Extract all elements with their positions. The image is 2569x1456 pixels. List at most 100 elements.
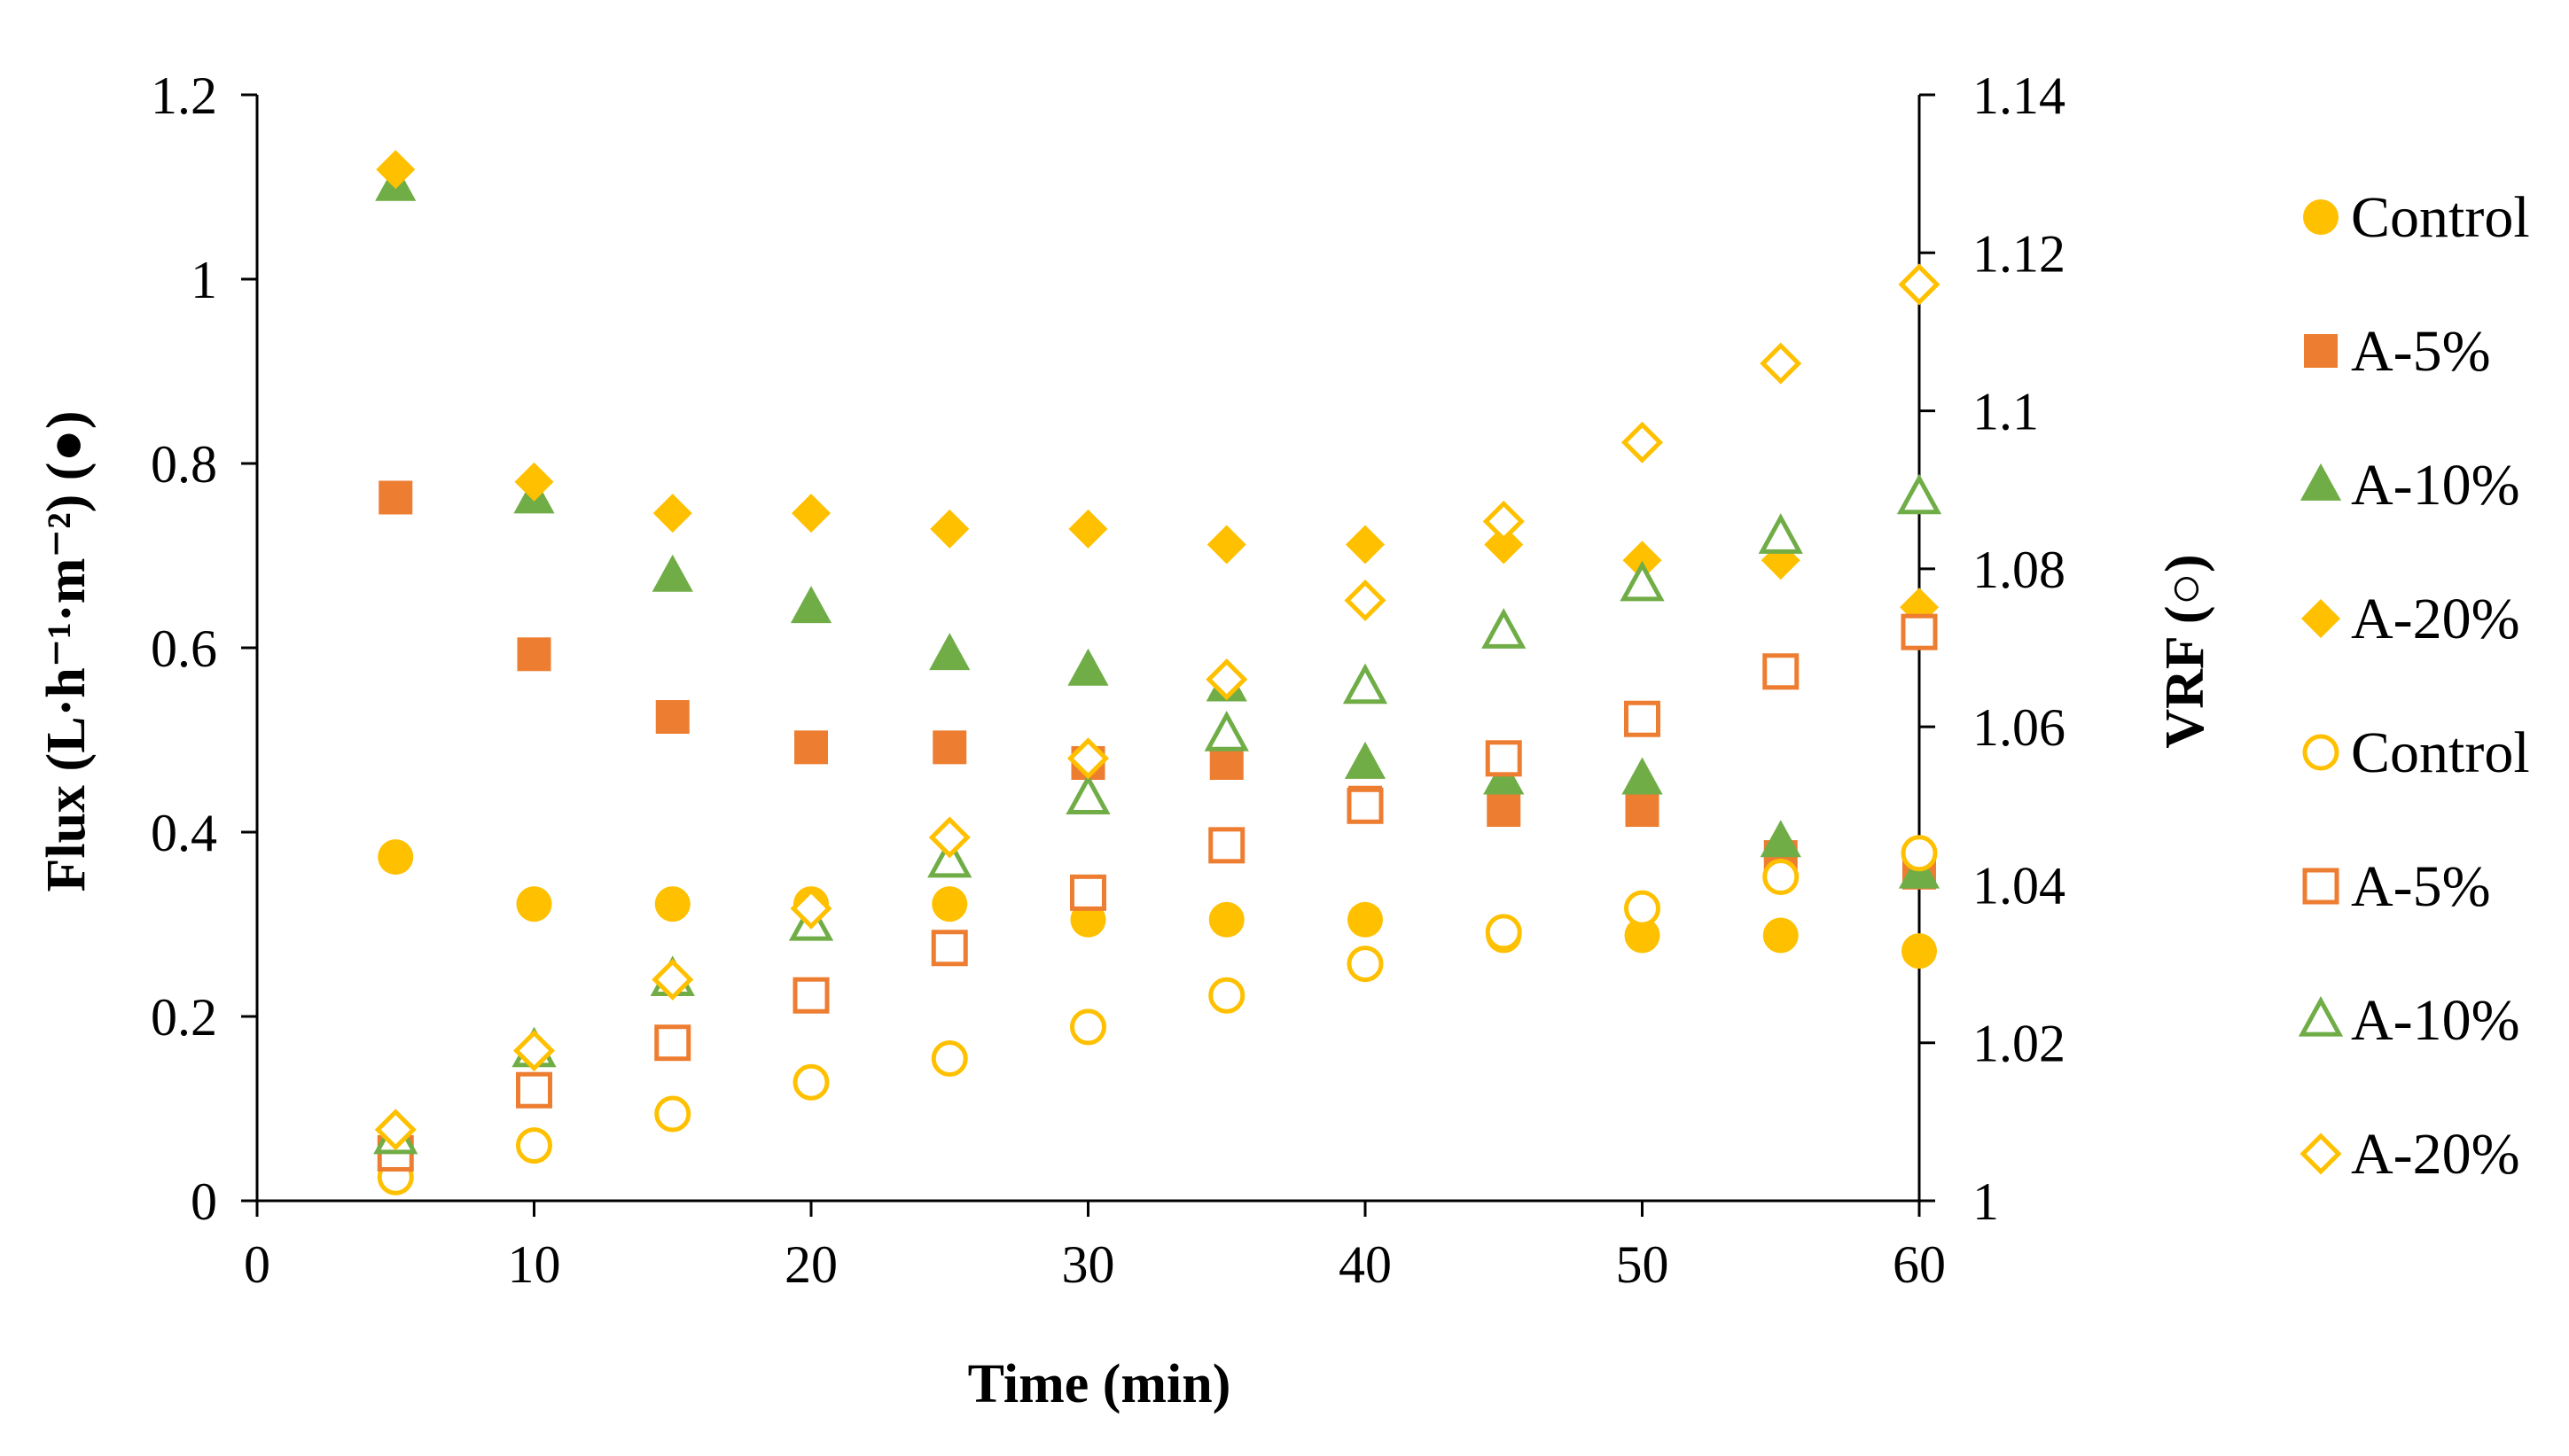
y-left-ticks: 0 0.2 0.4 0.6 0.8 1 1.2 [151,66,257,1231]
data-point [654,1024,691,1062]
legend-marker [2304,334,2338,368]
data-point [652,494,692,533]
data-point [374,1109,417,1151]
x-ticks: 0 10 20 30 40 50 60 [244,1201,1946,1294]
legend-item: A-10% [2298,988,2520,1053]
data-point [1487,793,1521,828]
data-point [1624,890,1660,927]
data-point [790,887,832,930]
data-point [376,150,416,190]
data-point [652,554,693,592]
y-right-tick-label: 1.02 [1972,1015,2065,1073]
legend-item: Control [2302,720,2530,785]
data-point [1347,901,1383,938]
data-point [1484,525,1524,564]
data-point [1068,509,1108,549]
legend-marker [2303,199,2339,235]
legend-label: A-10% [2351,988,2520,1053]
series-control-flux [378,839,1937,969]
series-a-20pct-vrf [374,263,1940,1151]
y-left-tick-label: 0.6 [151,619,217,678]
series-a-20pct-flux [376,150,1939,627]
x-tick-label: 30 [1062,1235,1115,1294]
data-point [517,637,551,672]
legend-item: A-20% [2300,1122,2520,1187]
legend-label: A-20% [2351,587,2520,651]
legend: Control A-5% A-10% A-20% Control A-5% A-10% A-2… [2298,185,2530,1187]
data-point [1758,513,1803,554]
legend-label: Control [2351,185,2530,250]
data-point [652,958,694,1001]
data-point [1622,541,1662,580]
y-right-ticks: 1 1.02 1.04 1.06 1.08 1.1 1.12 1.14 [1919,66,2065,1231]
data-point [1342,663,1388,705]
data-point [655,700,690,734]
data-point [512,1030,556,1072]
data-points [373,150,1942,1195]
data-point [1762,859,1800,896]
data-point [516,886,552,923]
data-point [1347,946,1384,983]
x-tick-label: 10 [508,1235,561,1294]
data-point [1762,917,1799,954]
series-a-10pct-vrf [373,473,1942,1155]
data-point [927,837,972,878]
legend-label: A-5% [2351,319,2491,384]
x-tick-label: 60 [1893,1235,1946,1294]
data-point [1620,560,1665,602]
y-left-tick-label: 0.8 [151,435,217,494]
data-point [1485,740,1522,777]
data-point [930,509,970,549]
y-left-tick-label: 0.4 [151,804,217,862]
data-point [1482,500,1525,542]
data-point [1206,658,1248,701]
y-right-axis-title: VRF (○) [2155,554,2215,748]
data-point [1204,711,1249,751]
data-point [1901,933,1937,969]
data-point [1485,914,1522,951]
data-point [932,886,968,923]
legend-marker [2298,995,2344,1037]
legend-label: Control [2351,720,2530,785]
data-point [1901,613,1938,650]
legend-label: A-5% [2351,854,2491,919]
series-a-5pct-vrf [377,613,1938,1172]
data-point [933,730,967,765]
legend-marker [2301,599,2340,638]
data-point [516,1127,552,1164]
data-point [793,977,830,1014]
y-right-tick-label: 1.1 [1972,383,2039,441]
data-point [1901,835,1938,872]
data-point [378,839,414,876]
series-a-5pct-flux [379,480,1936,890]
data-point [1347,787,1384,824]
data-point [1624,917,1660,954]
data-point [1760,342,1802,385]
data-point [379,480,413,515]
data-point [1898,263,1940,306]
y-right-tick-label: 1 [1972,1172,1999,1231]
data-point [1209,746,1244,780]
data-point [514,462,554,502]
y-right-tick-label: 1.08 [1972,541,2065,599]
x-tick-label: 40 [1339,1235,1392,1294]
data-point [1208,977,1245,1014]
x-tick-label: 50 [1616,1235,1669,1294]
y-right-tick-label: 1.04 [1972,856,2065,915]
y-left-tick-label: 0.2 [151,988,217,1047]
data-point [790,586,832,624]
y-left-tick-label: 1.2 [151,66,217,125]
data-point [1208,827,1245,864]
data-point [654,1095,691,1133]
legend-label: A-10% [2351,453,2520,518]
legend-marker [2302,734,2339,771]
x-tick-label: 20 [785,1235,838,1294]
y-left-tick-label: 1 [191,251,217,309]
data-point [1624,700,1660,737]
legend-item: A-10% [2300,453,2520,518]
x-axis-title: Time (min) [968,1354,1231,1414]
data-point [1896,473,1942,515]
data-point [794,730,828,765]
data-point [931,930,968,967]
